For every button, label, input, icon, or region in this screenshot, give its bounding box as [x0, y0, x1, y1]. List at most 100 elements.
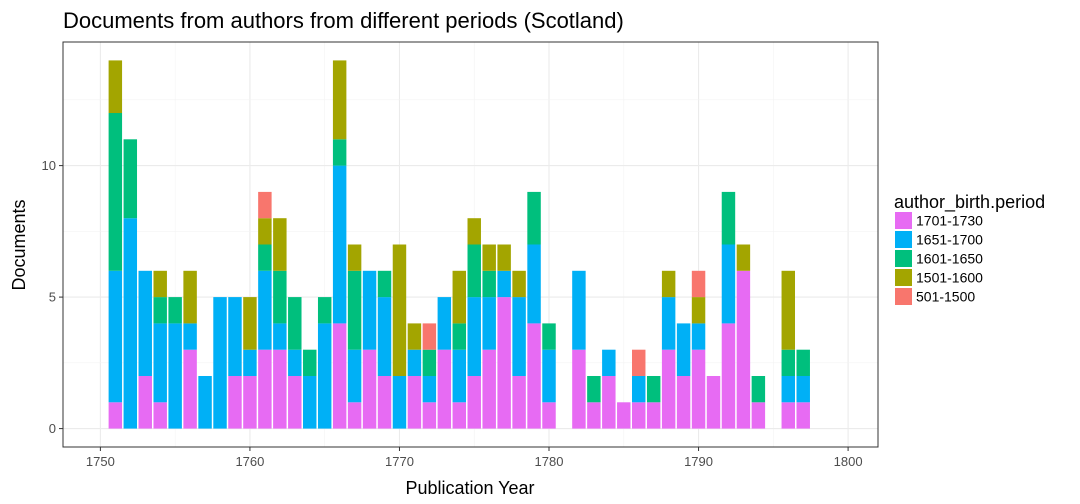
bar-1774-1651-1700: [452, 349, 467, 403]
bar-1769-1601-1650: [377, 270, 392, 298]
bar-1753-1701-1730: [138, 375, 152, 429]
x-tick-label: 1790: [684, 454, 713, 469]
bar-1792-1651-1700: [721, 244, 736, 324]
bar-1754-1651-1700: [153, 323, 167, 403]
bar-1782-1701-1730: [572, 349, 586, 429]
bar-1788-1701-1730: [661, 349, 676, 429]
bar-1757-1651-1700: [198, 375, 212, 429]
bar-1790-1501-1600: [691, 297, 706, 324]
bar-1778-1701-1730: [512, 375, 526, 429]
bar-1761-1501-1600: [258, 218, 272, 245]
bar-1797-1701-1730: [796, 402, 810, 429]
bar-1760-1701-1730: [243, 375, 257, 429]
y-axis-title: Documents: [9, 199, 29, 290]
bar-1785-1701-1730: [617, 402, 631, 429]
bar-1786-1701-1730: [632, 402, 646, 429]
bar-1754-1701-1730: [153, 402, 167, 429]
bar-1774-1601-1650: [452, 323, 467, 350]
bar-1772-1701-1730: [422, 402, 437, 429]
bar-1766-1651-1700: [332, 165, 347, 324]
bar-1755-1651-1700: [168, 323, 182, 429]
bar-1794-1701-1730: [751, 402, 766, 429]
bar-1761-1651-1700: [258, 270, 272, 350]
legend-items: 1701-1730 1651-1700 1601-1650 1501-1600 501-…: [895, 212, 983, 305]
bar-1762-1501-1600: [273, 218, 287, 271]
y-tick-label: 0: [49, 421, 56, 436]
x-axis-title: Publication Year: [405, 478, 534, 498]
bar-1782-1651-1700: [572, 270, 586, 350]
legend-label-1501-1600: 1501-1600: [916, 270, 983, 286]
bar-1765-1601-1650: [317, 297, 332, 324]
bar-1777-1651-1700: [497, 270, 511, 298]
bar-1790-1701-1730: [691, 349, 706, 429]
legend-label-501-1500: 501-1500: [916, 289, 975, 305]
bar-1796-1501-1600: [781, 270, 796, 350]
legend-label-1651-1700: 1651-1700: [916, 232, 983, 248]
bar-1775-1601-1650: [467, 244, 481, 298]
bar-1759-1651-1700: [228, 297, 242, 376]
bar-1790-1651-1700: [691, 323, 706, 350]
bar-1752-1651-1700: [123, 218, 138, 429]
bar-1775-1651-1700: [467, 297, 481, 376]
bar-1756-1501-1600: [183, 270, 197, 324]
bar-1784-1651-1700: [602, 349, 616, 376]
bar-1772-1651-1700: [422, 375, 437, 403]
legend: author_birth.period 1701-1730 1651-1700 16…: [894, 192, 1045, 305]
bar-1766-1501-1600: [332, 60, 347, 140]
bar-1773-1651-1700: [437, 297, 452, 350]
bar-1777-1701-1730: [497, 297, 511, 429]
bar-1751-1701-1730: [108, 402, 123, 429]
bar-1769-1651-1700: [377, 297, 392, 376]
bar-1756-1651-1700: [183, 323, 197, 350]
bar-1780-1701-1730: [542, 402, 556, 429]
bar-1789-1651-1700: [676, 323, 691, 376]
bar-1765-1651-1700: [317, 323, 332, 429]
bar-1766-1701-1730: [332, 323, 347, 429]
chart-title: Documents from authors from different pe…: [63, 8, 624, 33]
x-tick-label: 1780: [535, 454, 564, 469]
bar-1777-1501-1600: [497, 244, 511, 271]
bar-1771-1651-1700: [407, 349, 422, 376]
bar-1754-1601-1650: [153, 297, 167, 324]
bar-1763-1701-1730: [288, 375, 302, 429]
legend-title: author_birth.period: [894, 192, 1045, 213]
bar-1753-1651-1700: [138, 270, 152, 376]
bar-1796-1651-1700: [781, 375, 796, 403]
legend-swatch-1601-1650: [895, 250, 912, 267]
bar-1786-1651-1700: [632, 375, 646, 403]
bar-1796-1701-1730: [781, 402, 796, 429]
bar-1751-1651-1700: [108, 270, 123, 403]
bar-1770-1501-1600: [392, 244, 407, 376]
legend-label-1701-1730: 1701-1730: [916, 213, 983, 229]
legend-swatch-1651-1700: [895, 231, 912, 248]
bar-1752-1601-1650: [123, 139, 138, 219]
bar-1790-501-1500: [691, 270, 706, 298]
bar-1788-1651-1700: [661, 297, 676, 350]
bar-1766-1601-1650: [332, 139, 347, 166]
bar-1772-501-1500: [422, 323, 437, 350]
bar-1769-1701-1730: [377, 375, 392, 429]
bar-1756-1701-1730: [183, 349, 197, 429]
bar-1797-1601-1650: [796, 349, 810, 376]
bar-1778-1501-1600: [512, 270, 526, 298]
bar-1767-1501-1600: [347, 244, 362, 271]
bar-1760-1651-1700: [243, 349, 257, 376]
x-tick-label: 1760: [235, 454, 264, 469]
bar-1774-1701-1730: [452, 402, 467, 429]
bar-1779-1601-1650: [527, 191, 541, 245]
bar-1793-1501-1600: [736, 244, 751, 271]
bar-1767-1651-1700: [347, 349, 362, 403]
bar-1791-1701-1730: [706, 375, 721, 429]
bar-1770-1651-1700: [392, 375, 407, 429]
bar-1761-501-1500: [258, 191, 272, 219]
bar-1755-1601-1650: [168, 297, 182, 324]
bar-1762-1601-1650: [273, 270, 287, 324]
bar-1783-1601-1650: [587, 375, 601, 403]
bar-1775-1501-1600: [467, 218, 481, 245]
x-tick-label: 1750: [86, 454, 115, 469]
bar-1771-1501-1600: [407, 323, 422, 350]
y-tick-label: 5: [49, 290, 56, 305]
bar-1754-1501-1600: [153, 270, 167, 298]
bar-1761-1701-1730: [258, 349, 272, 429]
bar-1768-1651-1700: [362, 270, 377, 350]
